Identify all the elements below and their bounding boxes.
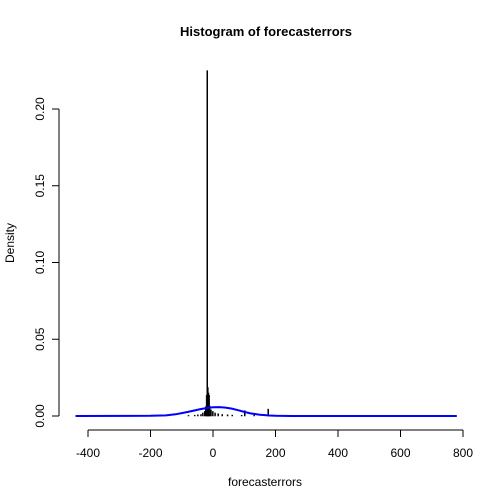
histogram-bar [240, 414, 243, 417]
histogram-bar [226, 414, 229, 417]
x-tick-label: 600 [390, 446, 410, 460]
density-curve-layer [75, 406, 457, 417]
histogram-bar [202, 412, 204, 417]
histogram-bar [197, 414, 199, 417]
histogram-bar [212, 411, 214, 417]
x-axis: -400 -200 0 200 400 600 800 [76, 429, 473, 460]
histogram-bar [214, 412, 216, 417]
x-tick-label: 200 [265, 446, 285, 460]
y-axis: 0.00 0.05 0.10 0.15 0.20 [33, 97, 60, 428]
y-tick-label: 0.15 [33, 174, 47, 198]
x-tick-label: 800 [453, 446, 473, 460]
x-axis-label: forecasterrors [228, 475, 302, 489]
y-axis-label: Density [3, 223, 17, 263]
x-tick-label: -400 [76, 446, 100, 460]
x-tick-label: 400 [328, 446, 348, 460]
x-tick-label: -200 [138, 446, 162, 460]
y-tick-label: 0.20 [33, 97, 47, 121]
histogram-bar [206, 70, 208, 417]
density-curve [75, 406, 457, 417]
chart-title: Histogram of forecasterrors [180, 24, 352, 39]
histogram-bar [217, 413, 219, 417]
y-tick-label: 0.10 [33, 250, 47, 274]
y-tick-label: 0.05 [33, 327, 47, 351]
histogram-bar [187, 415, 190, 417]
histogram-bar [210, 409, 212, 417]
histogram-bars [187, 70, 269, 417]
histogram-bar [231, 414, 233, 417]
histogram-bar [200, 414, 202, 417]
histogram-bar [253, 414, 255, 417]
histogram-bar [194, 414, 196, 417]
histogram-bar [221, 414, 223, 417]
y-tick-label: 0.00 [33, 404, 47, 428]
x-tick-label: 0 [210, 446, 217, 460]
histogram-bar [244, 410, 246, 417]
